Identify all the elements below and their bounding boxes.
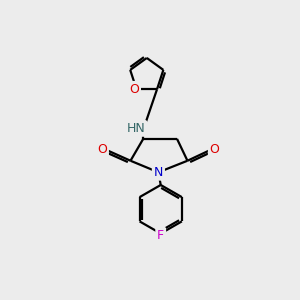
Text: N: N bbox=[154, 166, 163, 179]
Text: O: O bbox=[97, 143, 107, 156]
Text: HN: HN bbox=[127, 122, 145, 135]
Text: F: F bbox=[157, 229, 164, 242]
Text: O: O bbox=[129, 83, 139, 96]
Text: O: O bbox=[210, 143, 220, 156]
